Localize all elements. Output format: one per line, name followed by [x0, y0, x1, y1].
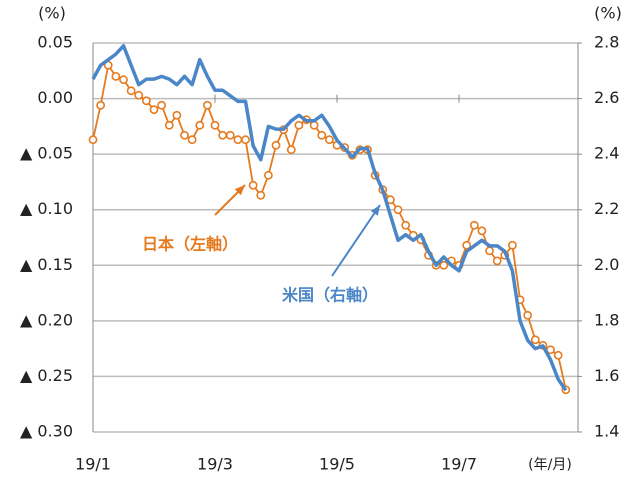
y-tick-label: ▲ 0.05 — [20, 144, 73, 163]
y-tick-label: ▲ 0.10 — [20, 199, 73, 218]
x-tick-label: 19/7 — [441, 455, 477, 474]
y-axis-unit: (%) — [38, 4, 66, 23]
legend-label: 米国（右軸） — [282, 286, 378, 305]
data-point — [530, 335, 540, 345]
legend-arrow — [331, 204, 381, 277]
data-point — [401, 220, 411, 230]
data-point — [225, 130, 235, 140]
legend-arrowhead — [234, 185, 245, 196]
x-tick-label: 19/5 — [319, 455, 355, 474]
data-point — [469, 220, 479, 230]
data-point — [462, 240, 472, 250]
data-point — [233, 135, 243, 145]
data-point — [187, 135, 197, 145]
data-point — [553, 350, 563, 360]
data-point — [309, 120, 319, 130]
data-point — [119, 75, 128, 85]
x-tick-label: 19/3 — [197, 455, 233, 474]
data-point — [218, 130, 228, 140]
data-point — [324, 135, 334, 145]
data-point — [485, 246, 494, 256]
data-point — [317, 130, 327, 140]
y2-tick-label: 2.2 — [594, 199, 619, 218]
data-point — [141, 96, 151, 106]
x-tick-label: 19/1 — [75, 455, 111, 474]
data-point — [210, 120, 220, 130]
data-point — [294, 120, 304, 130]
series-line — [91, 44, 568, 392]
data-point — [195, 120, 205, 130]
y-tick-label: 0.00 — [37, 88, 73, 107]
y-tick-label: 0.05 — [37, 33, 73, 52]
legend-label: 日本（左軸） — [142, 235, 238, 254]
data-point — [149, 105, 159, 115]
y2-tick-label: 1.4 — [594, 422, 619, 441]
x-axis-unit: (年/月) — [528, 457, 572, 473]
data-point — [172, 110, 182, 120]
data-point — [523, 310, 533, 320]
data-point — [96, 100, 106, 110]
data-point — [157, 100, 167, 110]
data-point — [271, 140, 281, 150]
data-point — [248, 180, 258, 190]
data-point — [256, 190, 266, 200]
data-point — [508, 240, 517, 250]
data-point — [263, 170, 273, 180]
data-point — [241, 135, 250, 145]
data-point — [164, 120, 174, 130]
legend-arrowhead — [370, 205, 380, 216]
data-point — [286, 145, 296, 155]
y2-tick-label: 2.8 — [594, 33, 619, 52]
y2-tick-label: 1.8 — [594, 310, 619, 329]
y2-tick-label: 2.6 — [594, 88, 619, 107]
y2-tick-label: 1.6 — [594, 366, 619, 385]
y2-tick-label: 2.4 — [594, 144, 619, 163]
data-point — [134, 90, 144, 100]
y-tick-label: ▲ 0.25 — [20, 366, 73, 385]
y-tick-label: ▲ 0.20 — [20, 310, 73, 329]
data-point — [126, 86, 136, 96]
data-point — [111, 71, 121, 81]
y-tick-label: ▲ 0.30 — [20, 422, 73, 441]
y2-tick-label: 2.0 — [594, 255, 619, 274]
data-point — [88, 135, 98, 145]
data-point — [202, 100, 212, 110]
y2-axis-unit: (%) — [594, 4, 622, 23]
data-point — [393, 205, 403, 215]
series-line — [92, 64, 567, 390]
data-point — [492, 256, 502, 266]
data-point — [477, 226, 487, 236]
data-point — [439, 260, 449, 270]
data-point — [180, 130, 189, 140]
y-tick-label: ▲ 0.15 — [20, 255, 73, 274]
